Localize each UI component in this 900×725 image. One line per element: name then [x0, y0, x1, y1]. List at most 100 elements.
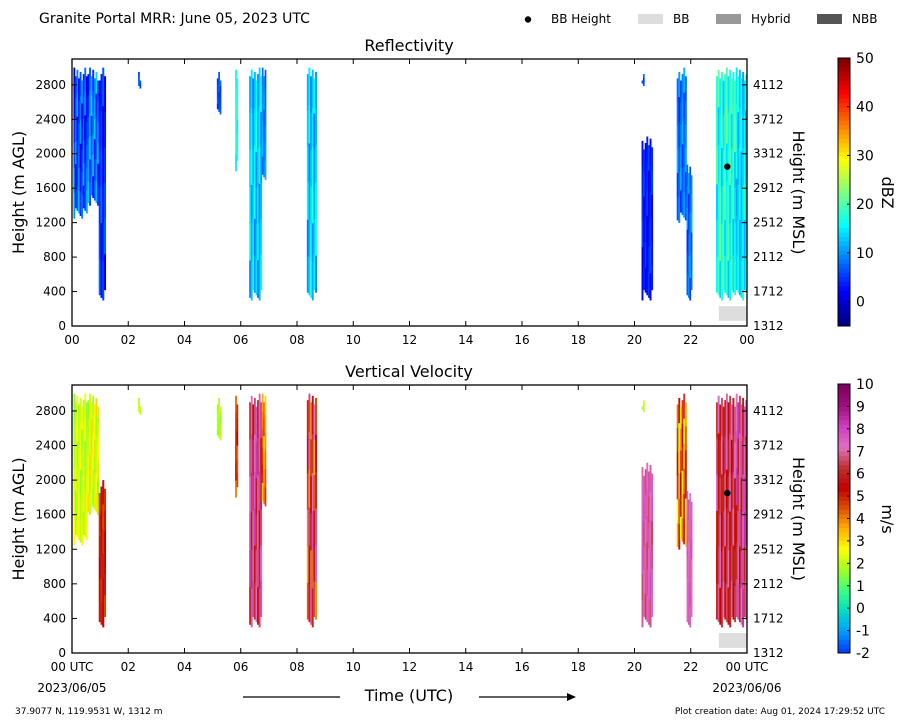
x-tick-label: 20	[627, 660, 642, 674]
echo-cell	[138, 78, 140, 82]
colorbar-tick-label: 0	[856, 295, 865, 311]
echo-cell	[138, 71, 140, 75]
echo-cell	[79, 71, 82, 97]
colorbar-segment	[838, 84, 850, 90]
echo-cell	[735, 579, 738, 617]
colorbar-segment	[838, 205, 850, 211]
echo-cell	[689, 537, 692, 561]
echo-cell	[641, 140, 644, 168]
echo-cell	[742, 397, 745, 437]
colorbar-segment	[838, 223, 850, 229]
echo-cell	[683, 67, 686, 93]
echo-cell	[735, 467, 738, 506]
colorbar-tick-label: 9	[856, 399, 865, 415]
echo-cell	[84, 139, 87, 164]
echo-cell	[218, 424, 220, 432]
echo-cell	[93, 159, 96, 181]
echo-cell	[102, 578, 105, 603]
echo-cell	[306, 473, 309, 511]
echo-cell	[87, 116, 90, 139]
echo-cell	[644, 167, 647, 194]
echo-cell	[738, 182, 741, 221]
bb-type-box	[718, 306, 747, 321]
echo-cell	[236, 105, 239, 120]
echo-cell	[642, 407, 645, 411]
echo-cell	[100, 74, 103, 112]
echo-cell	[727, 223, 730, 261]
echo-cell	[643, 499, 646, 524]
echo-cell	[730, 545, 733, 582]
echo-cell	[216, 409, 219, 415]
echo-cell	[250, 69, 253, 109]
echo-cell	[263, 469, 265, 487]
echo-cell	[257, 148, 259, 187]
echo-cell	[95, 71, 98, 95]
x-tick-label: 18	[571, 333, 586, 347]
echo-cell	[689, 277, 692, 301]
echo-cell	[644, 192, 647, 218]
echo-cell	[102, 553, 105, 579]
echo-cell	[306, 436, 309, 474]
colorbar-segment	[838, 200, 850, 206]
echo-cell	[260, 545, 263, 582]
echo-cell	[92, 91, 95, 113]
echo-cell	[74, 446, 77, 469]
echo-cell	[690, 578, 693, 598]
echo-cell	[730, 148, 733, 185]
echo-cell	[263, 160, 265, 178]
echo-cell	[219, 97, 222, 104]
echo-cell	[73, 418, 76, 445]
station-location: 37.9077 N, 119.9531 W, 1312 m	[15, 707, 163, 717]
echo-cell	[81, 406, 84, 430]
echo-cell	[263, 126, 265, 144]
echo-cell	[313, 219, 316, 255]
echo-cell	[253, 508, 256, 546]
echo-cell	[676, 172, 679, 197]
echo-cell	[89, 393, 91, 415]
echo-cell	[678, 147, 681, 173]
echo-cell	[740, 514, 743, 552]
echo-cell	[97, 496, 100, 515]
echo-cell	[310, 223, 313, 261]
colorbar-unit-label: m/s	[878, 504, 897, 533]
echo-cell	[727, 113, 730, 151]
echo-cell	[730, 113, 733, 150]
echo-cell	[313, 475, 316, 511]
echo-cell	[263, 419, 265, 437]
colorbar-segment	[838, 209, 850, 215]
echo-cell	[100, 111, 103, 149]
x-tick-label: 12	[402, 660, 417, 674]
colorbar-segment	[838, 303, 850, 309]
echo-cell	[306, 74, 309, 111]
echo-cell	[734, 442, 737, 479]
echo-cell	[742, 512, 745, 551]
echo-cell	[315, 545, 317, 583]
colorbar-segment	[838, 540, 850, 546]
colorbar-segment	[838, 156, 850, 162]
echo-cell	[252, 475, 255, 511]
echo-cell	[81, 80, 84, 104]
echo-cell	[647, 145, 650, 171]
echo-cell	[103, 488, 107, 511]
echo-cell	[717, 69, 720, 108]
echo-cell	[93, 78, 96, 99]
colorbar-tick-label: 20	[856, 197, 874, 213]
colorbar-segment	[838, 446, 850, 452]
echo-cell	[93, 98, 96, 120]
echo-cell	[727, 402, 730, 440]
echo-cell	[722, 476, 725, 512]
echo-cell	[725, 67, 728, 106]
echo-cell	[742, 262, 745, 301]
echo-cell	[690, 270, 693, 291]
echo-cell	[79, 95, 82, 121]
reflectivity-echo-layer	[73, 67, 748, 321]
echo-cell	[690, 559, 693, 579]
colorbar-segment	[838, 281, 850, 287]
echo-cell	[73, 67, 76, 94]
colorbar-segment	[838, 630, 850, 636]
echo-cell	[81, 498, 84, 523]
colorbar-unit-label: dBZ	[878, 176, 897, 208]
echo-cell	[722, 511, 725, 547]
echo-cell	[249, 439, 252, 477]
echo-cell	[255, 442, 258, 479]
